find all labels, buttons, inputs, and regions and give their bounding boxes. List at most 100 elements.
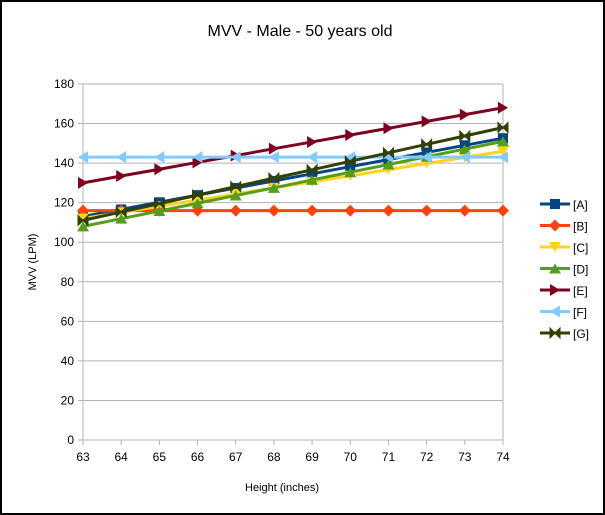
y-tick-label: 100 bbox=[54, 235, 74, 249]
data-point bbox=[306, 174, 319, 185]
x-tick-label: 73 bbox=[458, 450, 472, 464]
legend-label: [G] bbox=[573, 327, 589, 341]
y-axis-label: MVV (LPM) bbox=[27, 234, 39, 291]
legend-item: [B] bbox=[540, 219, 588, 234]
data-point bbox=[306, 204, 319, 217]
data-point bbox=[268, 151, 279, 164]
data-point bbox=[267, 182, 280, 193]
x-tick-label: 66 bbox=[191, 450, 205, 464]
series-e bbox=[78, 101, 508, 189]
series-line bbox=[82, 106, 504, 185]
x-tick-label: 71 bbox=[382, 450, 396, 464]
data-point bbox=[268, 142, 279, 155]
data-point bbox=[268, 175, 279, 186]
x-axis-ticks: 63 64 65 66 67 68 69 70 71 72 73 74 bbox=[76, 450, 510, 464]
series-line bbox=[82, 139, 504, 228]
data-point bbox=[268, 171, 280, 185]
data-point bbox=[116, 169, 127, 182]
data-point bbox=[382, 146, 394, 160]
x-tick-label: 70 bbox=[344, 450, 358, 464]
legend-label: [B] bbox=[573, 220, 588, 234]
legend-marker bbox=[550, 199, 560, 209]
series-line bbox=[82, 126, 504, 222]
data-point bbox=[115, 205, 127, 219]
x-tick-label: 63 bbox=[76, 450, 90, 464]
series-d bbox=[77, 136, 509, 232]
data-point bbox=[498, 151, 508, 164]
legend-marker bbox=[549, 326, 561, 340]
data-point bbox=[191, 198, 204, 209]
x-tick-label: 64 bbox=[115, 450, 129, 464]
data-point bbox=[345, 129, 356, 142]
data-point bbox=[498, 101, 508, 114]
data-point bbox=[383, 122, 394, 135]
legend-label: [E] bbox=[573, 284, 588, 298]
data-point bbox=[77, 221, 89, 232]
y-tick-label: 180 bbox=[54, 77, 74, 91]
x-tick-label: 65 bbox=[153, 450, 167, 464]
data-point bbox=[153, 205, 166, 216]
data-point bbox=[230, 180, 242, 193]
legend-item: [D] bbox=[540, 263, 588, 277]
data-point bbox=[345, 161, 356, 172]
data-point bbox=[192, 151, 203, 164]
data-point bbox=[344, 167, 357, 178]
legend-label: [F] bbox=[573, 306, 587, 320]
data-point bbox=[459, 151, 470, 164]
data-point bbox=[497, 136, 509, 147]
data-point bbox=[497, 121, 509, 134]
data-point bbox=[382, 204, 395, 217]
data-point bbox=[344, 204, 357, 217]
y-tick-label: 140 bbox=[54, 156, 74, 170]
y-axis-ticks: 0 20 40 60 80 100 120 140 160 180 bbox=[54, 77, 74, 447]
y-tick-label: 160 bbox=[54, 117, 74, 131]
legend-item: [G] bbox=[540, 326, 589, 341]
data-point bbox=[154, 151, 165, 164]
y-tick-label: 40 bbox=[61, 354, 75, 368]
legend-item: [F] bbox=[540, 305, 587, 320]
data-point bbox=[116, 151, 127, 164]
x-tick-label: 72 bbox=[420, 450, 434, 464]
legend-label: [C] bbox=[573, 241, 588, 255]
data-point bbox=[78, 151, 88, 164]
data-point bbox=[153, 197, 165, 210]
legend-marker bbox=[550, 305, 560, 318]
legend-label: [D] bbox=[573, 263, 588, 277]
data-point bbox=[421, 151, 432, 164]
data-point bbox=[78, 176, 88, 189]
data-point bbox=[382, 159, 395, 170]
data-point bbox=[458, 144, 471, 155]
legend-label: [A] bbox=[573, 198, 588, 212]
data-point bbox=[497, 146, 509, 157]
data-point bbox=[229, 204, 242, 217]
series-group bbox=[77, 101, 509, 232]
data-point bbox=[192, 188, 204, 202]
data-point bbox=[307, 168, 318, 179]
data-point bbox=[421, 115, 432, 128]
x-tick-label: 69 bbox=[305, 450, 319, 464]
data-point bbox=[307, 135, 318, 148]
data-point bbox=[77, 214, 89, 227]
series-line bbox=[82, 136, 504, 218]
data-point bbox=[497, 204, 509, 217]
legend-marker bbox=[549, 219, 561, 232]
data-point bbox=[154, 163, 165, 176]
data-point bbox=[229, 190, 242, 201]
y-tick-label: 120 bbox=[54, 196, 74, 210]
data-point bbox=[306, 163, 318, 177]
data-point bbox=[421, 138, 433, 151]
data-point bbox=[344, 155, 356, 168]
legend-marker bbox=[550, 284, 560, 296]
x-tick-label: 68 bbox=[267, 450, 281, 464]
data-point bbox=[77, 213, 89, 224]
legend-item: [E] bbox=[540, 284, 588, 298]
y-tick-label: 60 bbox=[61, 314, 75, 328]
x-tick-label: 67 bbox=[229, 450, 243, 464]
data-point bbox=[115, 213, 128, 224]
y-tick-label: 0 bbox=[67, 433, 74, 447]
data-point bbox=[192, 156, 203, 169]
chart-title: MVV - Male - 50 years old bbox=[208, 23, 393, 40]
data-point bbox=[459, 108, 470, 121]
